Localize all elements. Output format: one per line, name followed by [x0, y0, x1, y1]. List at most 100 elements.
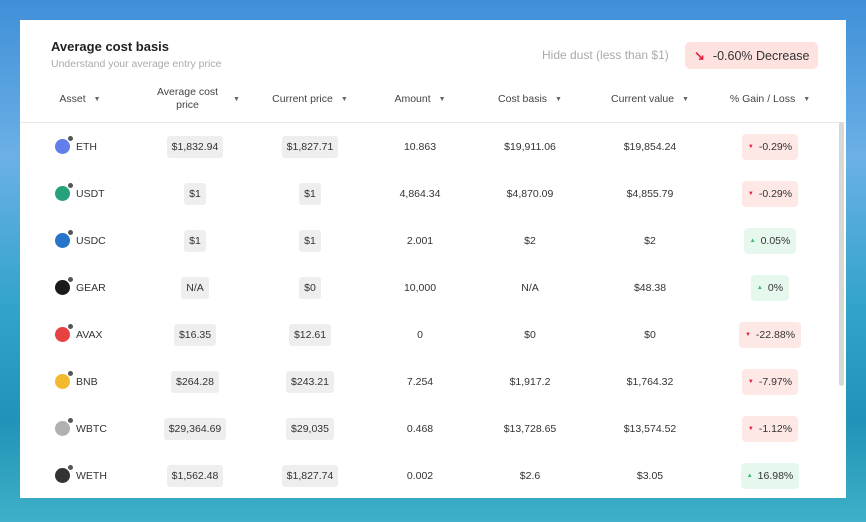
avg-cost-price: $16.35 [173, 323, 217, 346]
sort-caret-icon[interactable]: ▼ [438, 95, 446, 103]
table-row[interactable]: USDC $1 $1 2.001 $2 $2 ▲ 0.05% [20, 217, 838, 264]
gain-loss-cell: ▼ -22.88% [715, 311, 825, 358]
asset-symbol: AVAX [76, 328, 103, 341]
gain-loss-value: -0.29% [758, 140, 793, 153]
cost-basis: $1,917.2 [509, 375, 551, 388]
cost-basis: $2.6 [519, 469, 541, 482]
scrollbar[interactable] [839, 122, 844, 386]
triangle-down-icon: ▼ [747, 425, 754, 432]
sort-caret-icon[interactable]: ▼ [682, 95, 689, 103]
cost-basis-cell: $0 [475, 311, 585, 358]
current-value-cell: $13,574.52 [590, 405, 710, 452]
chain-badge-icon [67, 323, 74, 330]
current-value: $3.05 [636, 469, 664, 482]
table-row[interactable]: GEAR N/A $0 10,000 N/A $48.38 ▲ 0% [20, 264, 838, 311]
current-value-cell: $1,764.32 [590, 358, 710, 405]
current-value: $0 [644, 328, 656, 341]
current-value: $13,574.52 [623, 422, 677, 435]
column-header[interactable]: Cost basis ▼ [475, 75, 585, 123]
chain-badge-icon [67, 370, 74, 377]
current-price-cell: $29,035 [255, 405, 365, 452]
sort-caret-icon[interactable]: ▼ [340, 95, 348, 103]
asset-cell: BNB [55, 358, 135, 405]
current-value-cell: $19,854.24 [590, 123, 710, 170]
cost-basis-cell: $13,728.65 [475, 405, 585, 452]
token-icon [55, 464, 74, 483]
triangle-down-icon: ▼ [744, 331, 751, 338]
asset-cell: ETH [55, 123, 135, 170]
cost-basis-cell: N/A [475, 264, 585, 311]
gain-loss-badge: ▲ 0.05% [743, 227, 797, 254]
token-icon [55, 370, 74, 389]
column-header[interactable]: Current value ▼ [590, 75, 710, 123]
current-price: $243.21 [286, 370, 334, 393]
column-header-label: % Gain / Loss [729, 92, 796, 105]
avg-cost-price: $1 [184, 229, 206, 252]
asset-symbol: USDC [76, 234, 106, 247]
current-price-cell: $1 [255, 170, 365, 217]
avg-cost-price: $1,832.94 [166, 135, 224, 158]
amount: 0.002 [406, 469, 434, 482]
current-value-cell: $4,855.79 [590, 170, 710, 217]
column-header[interactable]: Current price ▼ [255, 75, 365, 123]
column-header[interactable]: % Gain / Loss ▼ [715, 75, 825, 123]
gain-loss-value: 16.98% [757, 469, 794, 482]
asset-cell: GEAR [55, 264, 135, 311]
column-header-label: Asset [59, 92, 86, 105]
current-price: $1,827.74 [281, 464, 339, 487]
gain-loss-cell: ▼ -0.29% [715, 123, 825, 170]
gain-loss-value: 0% [767, 281, 784, 294]
cost-basis-cell: $4,870.09 [475, 170, 585, 217]
column-header[interactable]: Average cost price ▼ [140, 75, 250, 123]
sort-caret-icon[interactable]: ▼ [233, 95, 240, 103]
column-header[interactable]: Amount ▼ [365, 75, 475, 123]
current-value: $4,855.79 [626, 187, 674, 200]
table-row[interactable]: WBTC $29,364.69 $29,035 0.468 $13,728.65 $13,… [20, 405, 838, 452]
sort-caret-icon[interactable]: ▼ [803, 95, 811, 103]
hide-dust-toggle[interactable]: Hide dust (less than $1) [542, 48, 669, 62]
table-row[interactable]: ETH $1,832.94 $1,827.71 10.863 $19,911.06 $19… [20, 123, 838, 170]
table-row[interactable]: WETH $1,562.48 $1,827.74 0.002 $2.6 $3.05 ▲ 16.… [20, 452, 838, 498]
triangle-up-icon: ▲ [749, 237, 756, 244]
avg-cost-price-cell: $1,832.94 [140, 123, 250, 170]
amount-cell: 4,864.34 [365, 170, 475, 217]
current-price-cell: $1,827.71 [255, 123, 365, 170]
cost-basis: $0 [524, 328, 536, 341]
table-row[interactable]: USDT $1 $1 4,864.34 $4,870.09 $4,855.79 ▼ -0.29… [20, 170, 838, 217]
amount-cell: 0.468 [365, 405, 475, 452]
cost-basis: $2 [524, 234, 536, 247]
amount: 10,000 [403, 281, 437, 294]
gain-loss-cell: ▲ 16.98% [715, 452, 825, 498]
chain-badge-icon [67, 229, 74, 236]
gain-loss-cell: ▼ -7.97% [715, 358, 825, 405]
triangle-down-icon: ▼ [747, 143, 754, 150]
cost-basis: $19,911.06 [504, 140, 556, 153]
chain-badge-icon [67, 182, 74, 189]
triangle-up-icon: ▲ [756, 284, 763, 291]
card-subtitle: Understand your average entry price [51, 58, 222, 70]
avg-cost-price: $264.28 [171, 370, 219, 393]
column-header-label: Amount [394, 92, 431, 105]
current-value-cell: $2 [590, 217, 710, 264]
avg-cost-price-cell: $16.35 [140, 311, 250, 358]
sort-caret-icon[interactable]: ▼ [555, 95, 562, 103]
amount: 7.254 [406, 375, 434, 388]
current-value-cell: $3.05 [590, 452, 710, 498]
gain-loss-badge: ▼ -0.29% [741, 133, 799, 160]
amount-cell: 2.001 [365, 217, 475, 264]
table-row[interactable]: AVAX $16.35 $12.61 0 $0 $0 ▼ -22.88% [20, 311, 838, 358]
gain-loss-badge: ▼ -22.88% [738, 321, 802, 348]
current-price: $0 [299, 276, 321, 299]
token-icon [55, 276, 74, 295]
sort-caret-icon[interactable]: ▼ [93, 95, 101, 103]
current-price-cell: $0 [255, 264, 365, 311]
table-row[interactable]: BNB $264.28 $243.21 7.254 $1,917.2 $1,764.32 ▼… [20, 358, 838, 405]
column-header[interactable]: Asset ▼ [40, 75, 120, 123]
amount: 4,864.34 [399, 187, 441, 200]
current-value-cell: $0 [590, 311, 710, 358]
gain-loss-badge: ▲ 16.98% [740, 462, 800, 489]
amount-cell: 0.002 [365, 452, 475, 498]
asset-symbol: WBTC [76, 422, 107, 435]
asset-cell: WBTC [55, 405, 135, 452]
avg-cost-price-cell: $1,562.48 [140, 452, 250, 498]
